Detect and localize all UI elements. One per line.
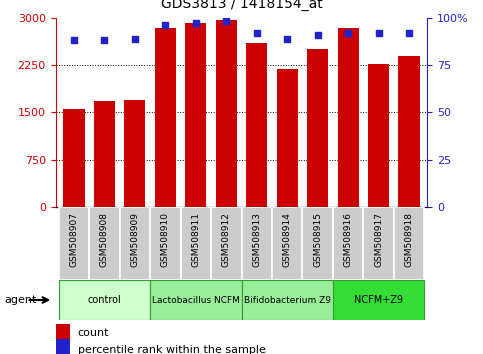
Bar	[58, 280, 150, 320]
Point	[344, 30, 352, 36]
Point	[161, 22, 169, 28]
Point	[100, 38, 108, 43]
Text: GSM508915: GSM508915	[313, 212, 322, 267]
Bar	[58, 207, 89, 280]
Bar	[363, 207, 394, 280]
Point	[222, 19, 230, 24]
Text: GSM508914: GSM508914	[283, 212, 292, 267]
Point	[70, 38, 78, 43]
Bar	[150, 280, 242, 320]
Bar	[338, 28, 359, 207]
Bar	[398, 56, 420, 207]
Text: GSM508908: GSM508908	[100, 212, 109, 267]
Bar	[89, 207, 120, 280]
Text: control: control	[87, 295, 121, 305]
Text: GSM508918: GSM508918	[405, 212, 413, 267]
Bar	[242, 280, 333, 320]
Bar	[302, 207, 333, 280]
Bar	[94, 101, 115, 207]
Text: GSM508912: GSM508912	[222, 212, 231, 267]
Bar	[246, 43, 268, 207]
Point	[253, 30, 261, 36]
Bar	[211, 207, 242, 280]
Text: Lactobacillus NCFM: Lactobacillus NCFM	[152, 296, 240, 304]
Bar	[56, 339, 71, 354]
Text: GSM508907: GSM508907	[70, 212, 78, 267]
Bar	[181, 207, 211, 280]
Text: NCFM+Z9: NCFM+Z9	[354, 295, 403, 305]
Bar	[124, 100, 145, 207]
Bar	[272, 207, 302, 280]
Text: count: count	[78, 328, 109, 338]
Text: GSM508911: GSM508911	[191, 212, 200, 267]
Bar	[242, 207, 272, 280]
Bar	[333, 280, 425, 320]
Bar	[56, 324, 71, 342]
Text: GSM508909: GSM508909	[130, 212, 139, 267]
Bar	[120, 207, 150, 280]
Bar	[333, 207, 363, 280]
Bar	[394, 207, 425, 280]
Point	[192, 21, 199, 26]
Bar	[150, 207, 181, 280]
Text: GSM508916: GSM508916	[344, 212, 353, 267]
Text: agent: agent	[5, 295, 37, 305]
Bar	[185, 23, 206, 207]
Text: Bifidobacterium Z9: Bifidobacterium Z9	[244, 296, 331, 304]
Point	[284, 36, 291, 41]
Text: GSM508910: GSM508910	[161, 212, 170, 267]
Text: GSM508913: GSM508913	[252, 212, 261, 267]
Bar	[307, 49, 328, 207]
Bar	[368, 64, 389, 207]
Text: percentile rank within the sample: percentile rank within the sample	[78, 345, 266, 354]
Point	[405, 30, 413, 36]
Point	[375, 30, 383, 36]
Bar	[155, 28, 176, 207]
Bar	[63, 109, 85, 207]
Text: GDS3813 / 1418154_at: GDS3813 / 1418154_at	[161, 0, 322, 11]
Text: GSM508917: GSM508917	[374, 212, 383, 267]
Bar	[277, 69, 298, 207]
Bar	[215, 19, 237, 207]
Point	[131, 36, 139, 41]
Point	[314, 32, 322, 38]
